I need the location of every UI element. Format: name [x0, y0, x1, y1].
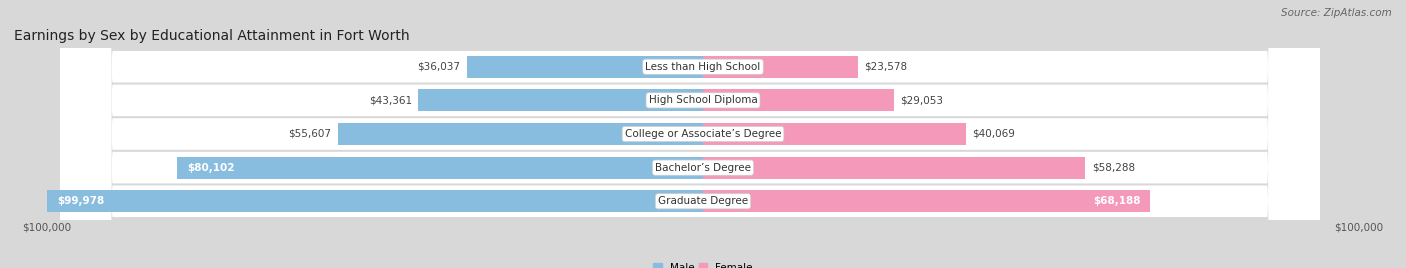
- Text: Earnings by Sex by Educational Attainment in Fort Worth: Earnings by Sex by Educational Attainmen…: [14, 29, 409, 43]
- Text: $36,037: $36,037: [418, 62, 460, 72]
- Bar: [177, 157, 703, 178]
- Text: $68,188: $68,188: [1092, 196, 1140, 206]
- Bar: [703, 56, 858, 78]
- Text: College or Associate’s Degree: College or Associate’s Degree: [624, 129, 782, 139]
- Text: $29,053: $29,053: [900, 95, 943, 105]
- Bar: [467, 56, 703, 78]
- Bar: [46, 190, 703, 212]
- Text: $55,607: $55,607: [288, 129, 332, 139]
- FancyBboxPatch shape: [60, 0, 1320, 268]
- Text: Graduate Degree: Graduate Degree: [658, 196, 748, 206]
- Text: High School Diploma: High School Diploma: [648, 95, 758, 105]
- FancyBboxPatch shape: [60, 0, 1320, 268]
- Bar: [703, 190, 1150, 212]
- FancyBboxPatch shape: [60, 0, 1320, 268]
- Bar: [703, 123, 966, 145]
- Text: Less than High School: Less than High School: [645, 62, 761, 72]
- Bar: [339, 123, 703, 145]
- Legend: Male, Female: Male, Female: [651, 260, 755, 268]
- Bar: [703, 90, 894, 111]
- FancyBboxPatch shape: [60, 0, 1320, 268]
- FancyBboxPatch shape: [60, 0, 1320, 268]
- Text: $58,288: $58,288: [1092, 163, 1135, 173]
- Text: $43,361: $43,361: [368, 95, 412, 105]
- Text: Bachelor’s Degree: Bachelor’s Degree: [655, 163, 751, 173]
- Text: $99,978: $99,978: [56, 196, 104, 206]
- Text: $23,578: $23,578: [865, 62, 907, 72]
- Bar: [703, 157, 1085, 178]
- Text: $40,069: $40,069: [973, 129, 1015, 139]
- Text: Source: ZipAtlas.com: Source: ZipAtlas.com: [1281, 8, 1392, 18]
- Text: $80,102: $80,102: [187, 163, 235, 173]
- Bar: [419, 90, 703, 111]
